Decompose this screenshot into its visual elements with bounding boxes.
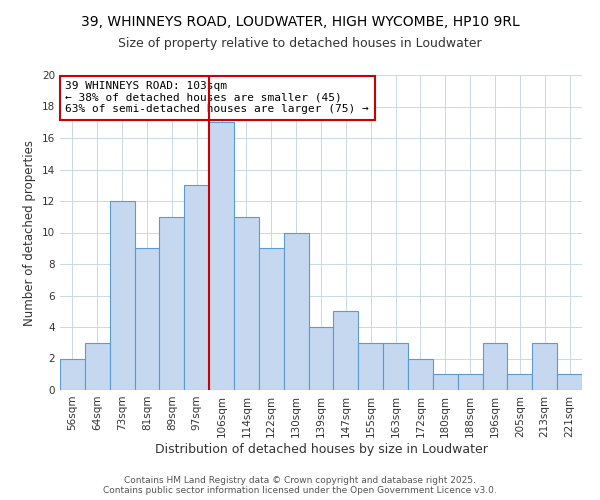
Bar <box>308 327 334 390</box>
Bar <box>358 343 383 390</box>
Bar <box>160 217 184 390</box>
Bar <box>508 374 532 390</box>
Bar <box>110 201 134 390</box>
Text: Size of property relative to detached houses in Loudwater: Size of property relative to detached ho… <box>118 38 482 51</box>
Bar <box>259 248 284 390</box>
Bar <box>85 343 110 390</box>
Bar <box>557 374 582 390</box>
Bar <box>234 217 259 390</box>
Text: 39 WHINNEYS ROAD: 103sqm
← 38% of detached houses are smaller (45)
63% of semi-d: 39 WHINNEYS ROAD: 103sqm ← 38% of detach… <box>65 82 369 114</box>
Bar <box>433 374 458 390</box>
Bar <box>284 232 308 390</box>
Bar <box>482 343 508 390</box>
Bar <box>532 343 557 390</box>
Bar <box>408 358 433 390</box>
Bar <box>458 374 482 390</box>
Bar <box>334 311 358 390</box>
Bar <box>209 122 234 390</box>
Bar <box>60 358 85 390</box>
Text: Contains public sector information licensed under the Open Government Licence v3: Contains public sector information licen… <box>103 486 497 495</box>
Bar <box>383 343 408 390</box>
Text: 39, WHINNEYS ROAD, LOUDWATER, HIGH WYCOMBE, HP10 9RL: 39, WHINNEYS ROAD, LOUDWATER, HIGH WYCOM… <box>80 15 520 29</box>
X-axis label: Distribution of detached houses by size in Loudwater: Distribution of detached houses by size … <box>155 442 487 456</box>
Bar <box>184 185 209 390</box>
Text: Contains HM Land Registry data © Crown copyright and database right 2025.: Contains HM Land Registry data © Crown c… <box>124 476 476 485</box>
Bar <box>134 248 160 390</box>
Y-axis label: Number of detached properties: Number of detached properties <box>23 140 37 326</box>
